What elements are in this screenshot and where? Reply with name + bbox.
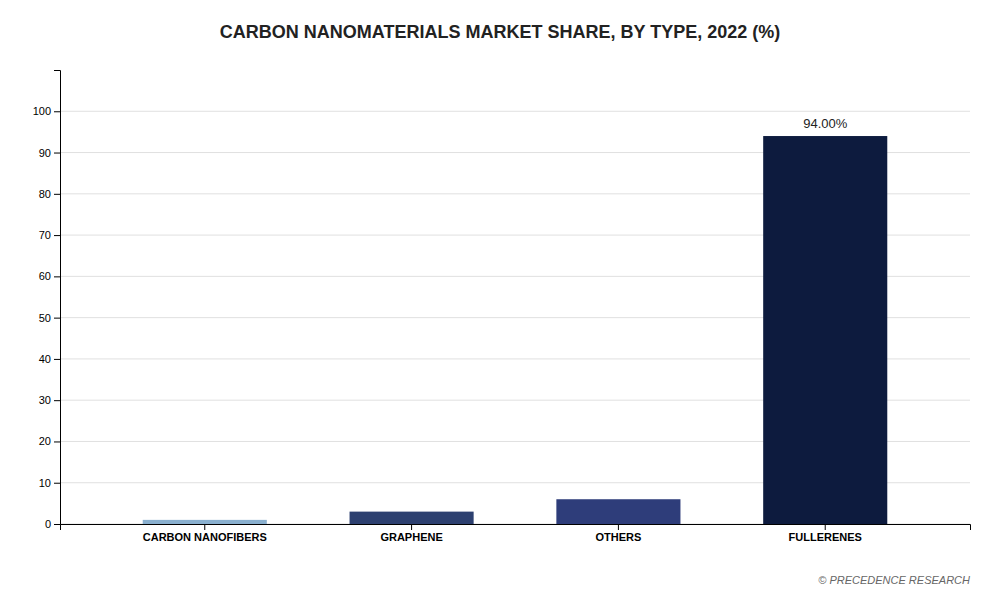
y-tick-mark — [54, 359, 60, 360]
y-tick: 100 — [33, 105, 60, 117]
y-tick: 90 — [39, 147, 60, 159]
x-tick: OTHERS — [595, 524, 641, 543]
y-tick-label: 40 — [39, 353, 51, 365]
x-tick-label: FULLERENES — [789, 531, 862, 543]
x-tick-mark — [204, 524, 205, 530]
y-tick-mark — [54, 194, 60, 195]
grid-line — [60, 111, 970, 112]
y-tick-label: 90 — [39, 147, 51, 159]
bars — [143, 136, 888, 524]
y-tick: 40 — [39, 353, 60, 365]
x-tick-mark — [411, 524, 412, 530]
bar — [763, 136, 887, 524]
y-tick: 10 — [39, 477, 60, 489]
y-tick-label: 60 — [39, 270, 51, 282]
y-tick-mark — [54, 318, 60, 319]
y-tick-mark — [54, 441, 60, 442]
y-tick-label: 50 — [39, 312, 51, 324]
y-tick-mark — [54, 111, 60, 112]
y-tick: 80 — [39, 188, 60, 200]
x-tick-label: OTHERS — [595, 531, 641, 543]
source: © PRECEDENCE RESEARCH — [818, 574, 970, 586]
x-tick: GRAPHENE — [380, 524, 442, 543]
y-tick-mark — [54, 235, 60, 236]
y-tick-label: 10 — [39, 477, 51, 489]
grid — [60, 111, 970, 524]
y-tick-label: 100 — [33, 105, 51, 117]
x-axis: CARBON NANOFIBERS GRAPHENE OTHERS FULLERENE… — [61, 524, 971, 543]
y-axis-line — [54, 71, 61, 525]
y-tick-mark — [54, 276, 60, 277]
annotation: 94.00% — [803, 116, 848, 131]
x-tick-mark — [618, 524, 619, 530]
bar — [556, 499, 680, 524]
y-tick: 70 — [39, 229, 60, 241]
y-tick-label: 30 — [39, 394, 51, 406]
y-tick-label: 0 — [45, 518, 51, 530]
x-tick-label: CARBON NANOFIBERS — [143, 531, 267, 543]
y-tick: 20 — [39, 435, 60, 447]
x-axis-line — [61, 525, 971, 531]
x-tick: FULLERENES — [789, 524, 862, 543]
y-tick: 60 — [39, 270, 60, 282]
y-tick: 0 — [45, 518, 60, 530]
y-tick: 30 — [39, 394, 60, 406]
bar — [143, 520, 267, 524]
y-tick-label: 70 — [39, 229, 51, 241]
y-tick: 50 — [39, 312, 60, 324]
y-tick-label: 20 — [39, 435, 51, 447]
plot: 0 10 20 30 40 50 60 70 80 90 100 CARBON NANOFIBERS G… — [33, 71, 971, 543]
bar — [350, 512, 474, 524]
chart: CARBON NANOMATERIALS MARKET SHARE, BY TY… — [0, 0, 1000, 594]
x-tick-label: GRAPHENE — [380, 531, 442, 543]
y-tick-label: 80 — [39, 188, 51, 200]
title: CARBON NANOMATERIALS MARKET SHARE, BY TY… — [220, 22, 780, 42]
y-tick-mark — [54, 483, 60, 484]
x-tick: CARBON NANOFIBERS — [143, 524, 267, 543]
y-tick-mark — [54, 524, 60, 525]
y-axis: 0 10 20 30 40 50 60 70 80 90 100 — [33, 71, 61, 531]
y-tick-mark — [54, 153, 60, 154]
y-tick-mark — [54, 400, 60, 401]
x-tick-mark — [825, 524, 826, 530]
